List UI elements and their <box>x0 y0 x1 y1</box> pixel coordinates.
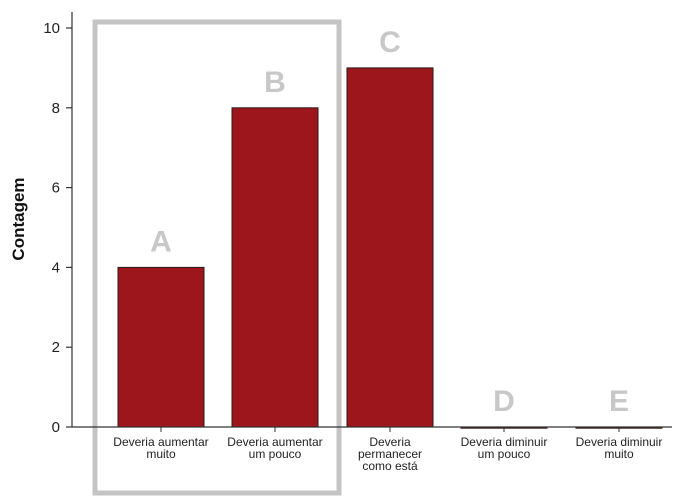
bars-group <box>117 67 663 429</box>
bar <box>231 107 319 428</box>
x-category-label: Deveria diminuir <box>461 435 548 449</box>
y-tick-label: 10 <box>43 20 60 37</box>
x-category-label: Deveria diminuir <box>576 435 663 449</box>
y-ticks-group: 0 2 4 6 8 10 <box>43 20 72 436</box>
highlight-box <box>92 19 342 496</box>
y-tick-label: 0 <box>52 419 60 436</box>
x-category-label: permanecer <box>358 447 422 461</box>
y-tick-label: 6 <box>52 180 60 197</box>
y-tick-label: 4 <box>52 259 60 276</box>
x-category-label: muito <box>604 447 634 461</box>
x-category-label: um pouco <box>478 447 531 461</box>
y-axis-label: Contagem <box>9 177 28 260</box>
x-category-label: muito <box>146 447 176 461</box>
x-category-label: Deveria <box>369 435 411 449</box>
x-category-label: como está <box>362 459 418 473</box>
y-tick-label: 8 <box>52 100 60 117</box>
x-category-label: um pouco <box>249 447 302 461</box>
bar-annotation-letter: E <box>609 385 629 418</box>
bar <box>346 67 434 428</box>
annotations-group: A B C D E <box>150 26 629 418</box>
bar-annotation-letter: C <box>379 26 401 59</box>
x-category-label: Deveria aumentar <box>227 435 322 449</box>
y-tick-label: 2 <box>52 339 60 356</box>
bar-annotation-letter: D <box>493 385 515 418</box>
x-category-label: Deveria aumentar <box>113 435 208 449</box>
bar-annotation-letter: A <box>150 225 172 258</box>
bar <box>117 266 205 428</box>
bar-annotation-letter: B <box>264 66 286 99</box>
